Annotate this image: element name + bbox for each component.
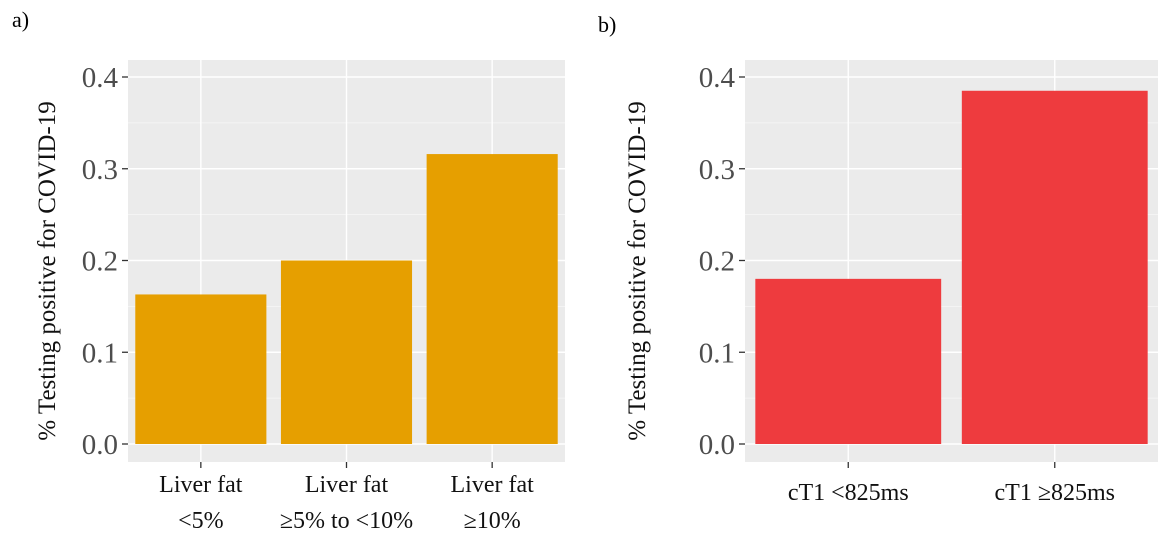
y-axis-title: % Testing positive for COVID-19 xyxy=(34,101,61,440)
panel-a-plot: 0.0 0.1 0.2 0.3 0.4 Liver fat <5% Liver fat ≥5% … xyxy=(34,60,565,533)
y-tick-label: 0.2 xyxy=(82,246,118,278)
bar-b-1 xyxy=(961,90,1148,444)
x-tick-label: cT1 ≥825ms xyxy=(995,480,1116,506)
y-tick-label: 0.1 xyxy=(82,337,118,369)
y-tick-label: 0.1 xyxy=(699,337,735,369)
bar-a-1 xyxy=(280,260,413,444)
panel-a-letter: a) xyxy=(12,7,29,32)
y-tick-label: 0.4 xyxy=(699,62,736,94)
y-tick-label: 0.4 xyxy=(82,62,119,94)
y-tick-label: 0.2 xyxy=(699,246,735,278)
panel-a: a) 0.0 0.1 0.2 0.3 0.4 Liver fat <5% Liver fat ≥… xyxy=(12,7,565,533)
bar-b-0 xyxy=(755,278,942,444)
y-axis-title: % Testing positive for COVID-19 xyxy=(624,101,651,440)
x-tick-label: Liver fat <5% xyxy=(159,472,243,533)
bar-a-2 xyxy=(426,154,558,444)
y-tick-label: 0.0 xyxy=(82,429,118,461)
y-tick-label: 0.0 xyxy=(699,429,735,461)
panel-b-letter: b) xyxy=(598,12,616,37)
panel-b: b) 0.0 0.1 0.2 0.3 0.4 cT1 <825ms cT1 ≥825ms % … xyxy=(598,12,1158,506)
x-tick-label: cT1 <825ms xyxy=(788,480,909,506)
y-tick-label: 0.3 xyxy=(699,154,735,186)
x-tick-label: Liver fat ≥10% xyxy=(451,472,535,533)
y-tick-label: 0.3 xyxy=(82,154,118,186)
x-tick-label: Liver fat ≥5% to <10% xyxy=(280,472,413,533)
bar-a-0 xyxy=(135,294,267,444)
panel-b-plot: 0.0 0.1 0.2 0.3 0.4 cT1 <825ms cT1 ≥825ms % Tes… xyxy=(624,60,1158,506)
